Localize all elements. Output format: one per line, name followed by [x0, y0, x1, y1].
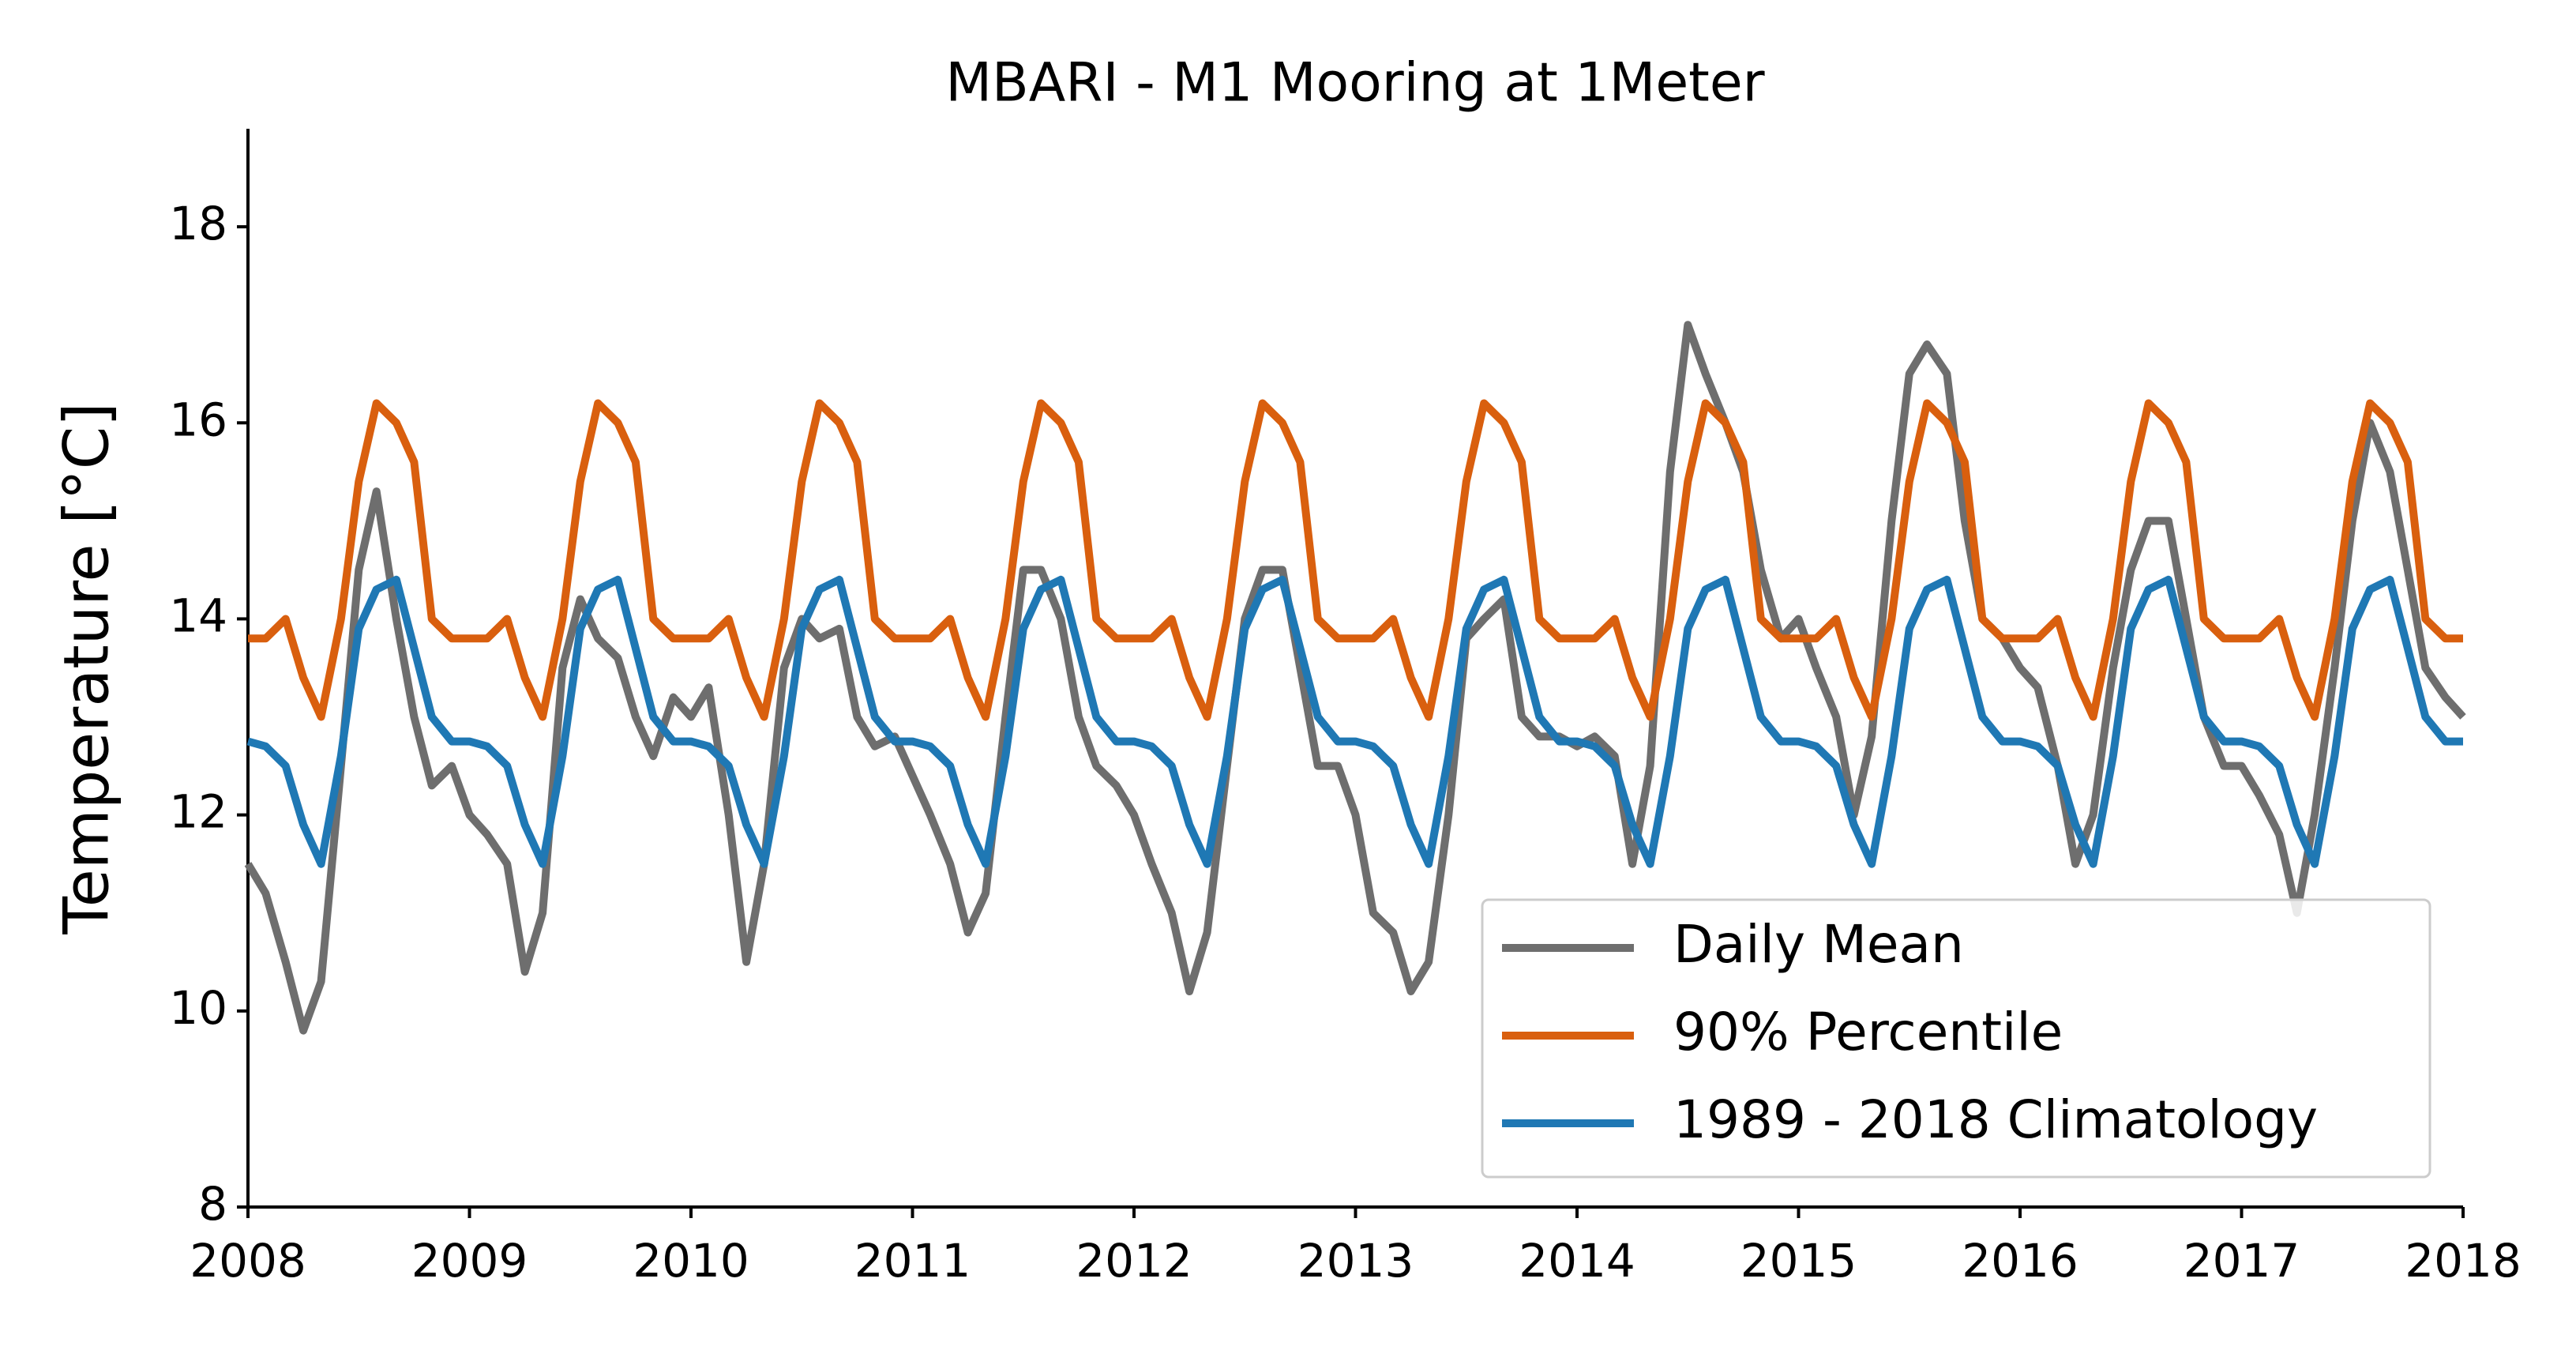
- y-tick-label: 8: [198, 1177, 227, 1231]
- x-tick-label: 2012: [1076, 1234, 1192, 1288]
- series-line: [248, 399, 2463, 721]
- legend-label: Daily Mean: [1673, 914, 1964, 975]
- x-tick-label: 2018: [2405, 1234, 2522, 1288]
- legend-label: 90% Percentile: [1673, 1002, 2063, 1062]
- legend-box: [1481, 898, 2431, 1179]
- series-line: [246, 575, 2463, 868]
- x-tick-label: 2010: [633, 1234, 749, 1288]
- chart-title: MBARI - M1 Mooring at 1Meter: [945, 52, 1764, 115]
- y-tick-label: 18: [169, 197, 227, 250]
- series-line: [244, 321, 2466, 1035]
- x-tick-label: 2014: [1519, 1234, 1635, 1288]
- x-tick-label: 2017: [2184, 1234, 2300, 1288]
- y-tick-label: 12: [169, 785, 227, 839]
- y-tick-label: 10: [169, 981, 227, 1035]
- x-tick-label: 2008: [190, 1234, 306, 1288]
- x-tick-label: 2016: [1962, 1234, 2078, 1288]
- x-tick-label: 2013: [1297, 1234, 1414, 1288]
- legend-label: 1989 - 2018 Climatology: [1673, 1089, 2318, 1150]
- x-tick-label: 2009: [411, 1234, 528, 1288]
- y-tick-label: 16: [169, 393, 227, 446]
- x-tick-label: 2011: [854, 1234, 971, 1288]
- y-axis-label: Temperature [°C]: [51, 402, 122, 934]
- x-tick-label: 2015: [1740, 1234, 1857, 1288]
- y-tick-label: 14: [169, 589, 227, 643]
